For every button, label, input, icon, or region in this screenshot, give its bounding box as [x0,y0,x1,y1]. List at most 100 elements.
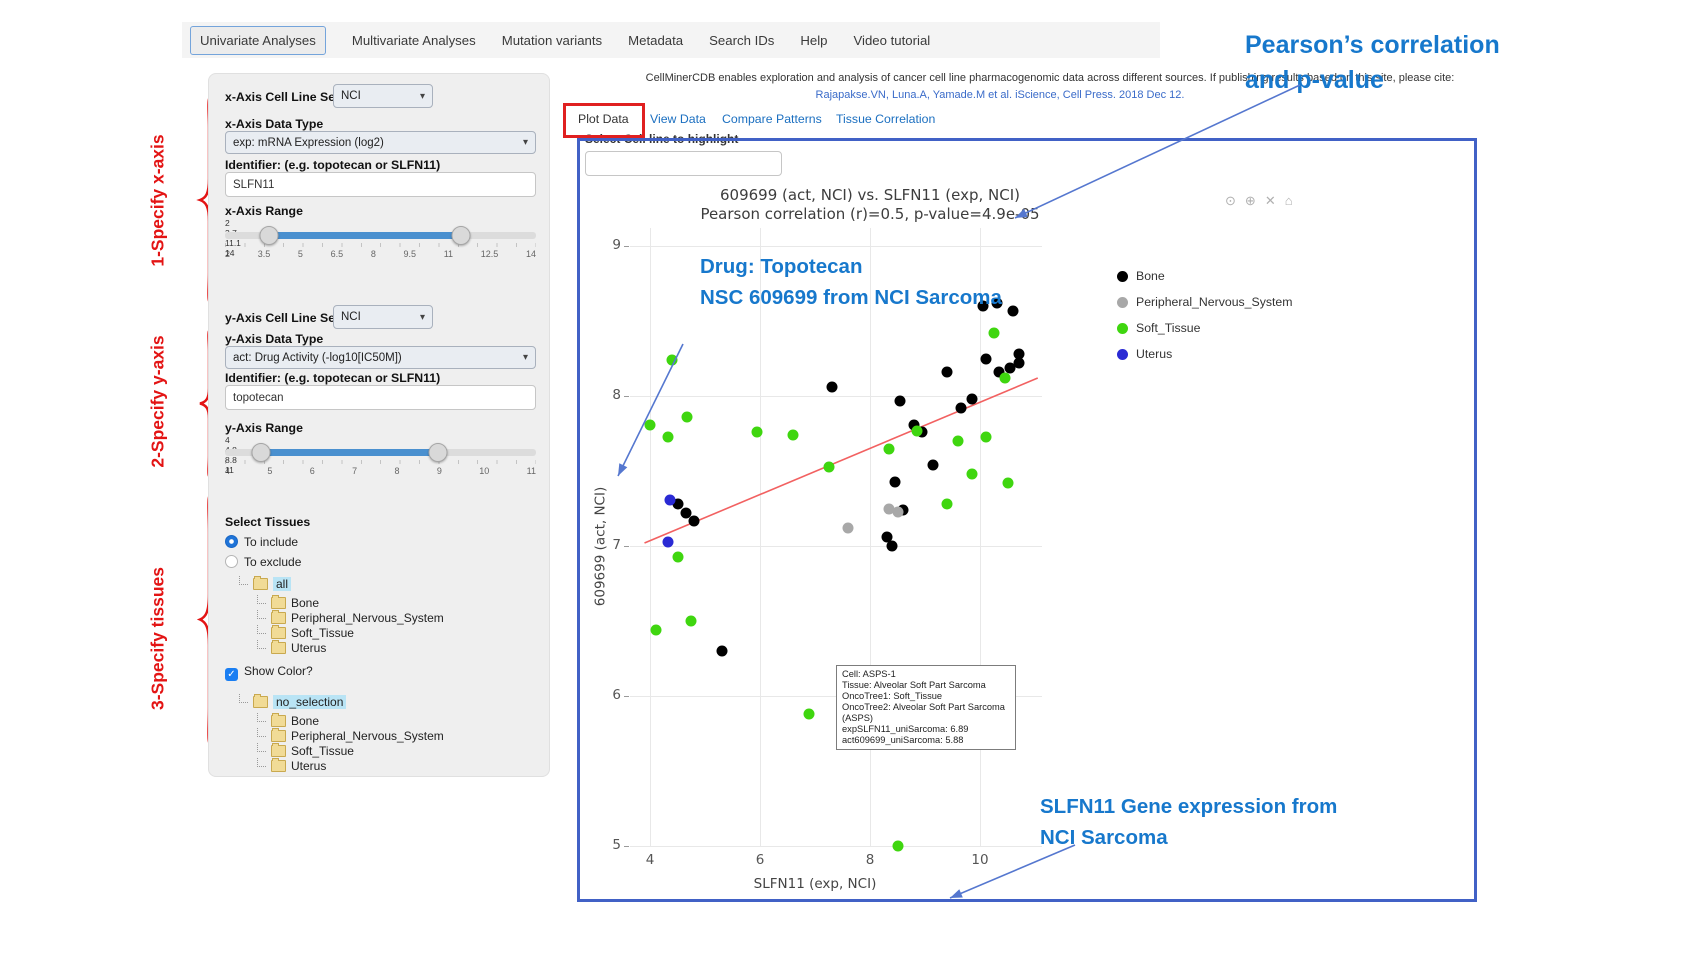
data-point-bone[interactable] [889,476,901,487]
data-point-soft_tissue[interactable] [787,429,799,441]
chevron-down-icon: ▾ [522,137,528,148]
data-point-peripheral_nervous_system[interactable] [842,522,854,534]
data-point-soft_tissue[interactable] [681,411,693,423]
nav-tab-help[interactable]: Help [800,32,828,48]
x-data-type-select[interactable]: exp: mRNA Expression (log2) ▾ [225,131,536,154]
data-point-bone[interactable] [672,498,683,510]
show-color-checkbox[interactable]: ✓ Show Color? [225,664,313,681]
x-cell-line-set-select[interactable]: NCI ▾ [333,84,433,108]
data-point-bone[interactable] [1007,305,1019,316]
close-icon[interactable]: ✕ [1264,193,1276,208]
tree-root-all[interactable]: all [239,575,292,591]
data-point-bone[interactable] [927,459,939,471]
tree-item-bone[interactable]: Bone [257,712,319,728]
data-point-uterus[interactable] [662,536,674,547]
legend-item-peripheral_nervous_system[interactable]: Peripheral_Nervous_System [1117,295,1293,309]
tree-item-uterus[interactable]: Uterus [257,757,326,773]
subtab-view-data[interactable]: View Data [650,112,706,126]
nav-tab-multivariate-analyses[interactable]: Multivariate Analyses [351,32,476,48]
data-point-bone[interactable] [991,297,1002,309]
data-point-soft_tissue[interactable] [999,372,1011,384]
data-point-soft_tissue[interactable] [952,435,964,447]
data-point-peripheral_nervous_system[interactable] [892,506,903,517]
tree-item-soft_tissue[interactable]: Soft_Tissue [257,742,354,758]
slider-handle-high[interactable] [428,443,448,462]
legend-item-bone[interactable]: Bone [1117,269,1165,283]
data-point-soft_tissue[interactable] [751,426,763,438]
data-point-soft_tissue[interactable] [966,468,978,480]
subtab-compare-patterns[interactable]: Compare Patterns [722,112,822,126]
y-cell-line-set-select[interactable]: NCI ▾ [333,305,433,329]
data-point-soft_tissue[interactable] [650,624,661,636]
data-point-soft_tissue[interactable] [662,431,674,442]
data-point-soft_tissue[interactable] [1002,477,1013,489]
data-point-soft_tissue[interactable] [883,443,895,454]
data-point-bone[interactable] [966,393,978,405]
tree-item-peripheral_nervous_system[interactable]: Peripheral_Nervous_System [257,727,444,743]
slider-handle-low[interactable] [259,226,279,245]
data-point-soft_tissue[interactable] [672,551,683,562]
data-point-soft_tissue[interactable] [685,615,697,627]
data-point-bone[interactable] [977,300,989,312]
data-point-soft_tissue[interactable] [941,498,953,510]
data-point-soft_tissue[interactable] [823,461,835,472]
data-point-bone[interactable] [980,353,991,364]
data-point-bone[interactable] [688,515,700,526]
y-data-type-select[interactable]: act: Drug Activity (-log10[IC50M]) ▾ [225,346,536,369]
data-point-bone[interactable] [955,402,967,414]
tree-root-no_selection[interactable]: no_selection [239,693,347,709]
data-point-soft_tissue[interactable] [666,354,678,366]
data-point-bone[interactable] [908,419,920,430]
data-point-bone[interactable] [1013,348,1024,360]
nav-tab-video-tutorial[interactable]: Video tutorial [853,32,931,48]
data-point-bone[interactable] [897,504,909,516]
tree-item-uterus[interactable]: Uterus [257,639,326,655]
data-point-soft_tissue[interactable] [644,419,656,430]
y-identifier-input[interactable] [225,385,536,410]
data-point-uterus[interactable] [664,494,676,505]
data-point-bone[interactable] [680,507,692,519]
slider-track[interactable] [225,443,536,462]
data-point-bone[interactable] [881,531,892,543]
home-icon[interactable]: ⌂ [1284,193,1293,208]
tree-item-bone[interactable]: Bone [257,594,319,610]
data-point-bone[interactable] [941,366,953,378]
tree-item-peripheral_nervous_system[interactable]: Peripheral_Nervous_System [257,609,444,625]
data-point-soft_tissue[interactable] [988,327,1000,339]
data-point-soft_tissue[interactable] [911,425,923,436]
subtab-plot-data[interactable]: Plot Data [578,112,629,126]
data-point-soft_tissue[interactable] [803,708,815,720]
legend-item-soft_tissue[interactable]: Soft_Tissue [1117,321,1200,335]
tissue-option-to-exclude[interactable]: To exclude [225,555,301,569]
data-point-bone[interactable] [826,381,837,393]
nav-tab-search-ids[interactable]: Search IDs [709,32,775,48]
data-point-bone[interactable] [716,645,727,657]
nav-tab-univariate-analyses[interactable]: Univariate Analyses [190,25,326,55]
slider-handle-low[interactable] [251,443,271,462]
legend-item-uterus[interactable]: Uterus [1117,347,1172,361]
slider-handle-high[interactable] [451,226,471,245]
data-point-bone[interactable] [993,366,1005,378]
data-point-bone[interactable] [916,426,928,438]
highlight-cell-line-input[interactable] [585,151,782,176]
citation-link[interactable]: Rajapakse.VN, Luna.A, Yamade.M et al. iS… [815,89,1185,101]
data-point-bone[interactable] [1013,357,1024,369]
data-point-bone[interactable] [886,540,898,552]
data-point-soft_tissue[interactable] [892,840,903,852]
camera-icon[interactable]: ⊙ [1225,193,1236,208]
data-point-peripheral_nervous_system[interactable] [883,503,895,514]
zoom-in-icon[interactable]: ⊕ [1244,193,1256,208]
slider-track[interactable] [225,226,536,245]
nav-tab-metadata[interactable]: Metadata [628,32,684,48]
data-point-bone[interactable] [1004,362,1016,373]
tissue-option-to-include[interactable]: To include [225,535,298,549]
tree-item-soft_tissue[interactable]: Soft_Tissue [257,624,354,640]
folder-icon [271,743,286,757]
data-point-soft_tissue[interactable] [980,431,991,442]
nav-tab-mutation-variants[interactable]: Mutation variants [501,32,603,48]
subtab-tissue-correlation[interactable]: Tissue Correlation [836,112,936,126]
data-point-bone[interactable] [894,395,906,406]
x-identifier-input[interactable] [225,172,536,197]
